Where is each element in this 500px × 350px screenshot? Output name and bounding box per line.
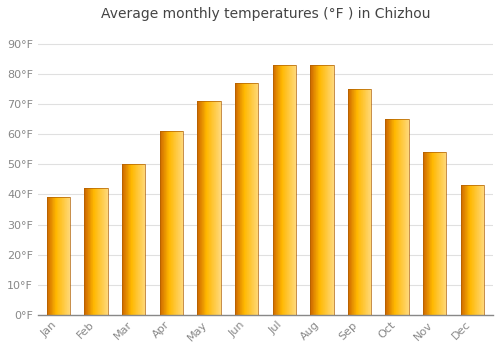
Bar bbox=[423, 152, 446, 315]
Bar bbox=[160, 131, 183, 315]
Bar bbox=[122, 164, 146, 315]
Bar bbox=[47, 197, 70, 315]
Bar bbox=[386, 119, 409, 315]
Title: Average monthly temperatures (°F ) in Chizhou: Average monthly temperatures (°F ) in Ch… bbox=[100, 7, 430, 21]
Bar bbox=[84, 188, 108, 315]
Bar bbox=[198, 101, 220, 315]
Bar bbox=[310, 65, 334, 315]
Bar bbox=[272, 65, 296, 315]
Bar bbox=[235, 83, 258, 315]
Bar bbox=[460, 186, 484, 315]
Bar bbox=[348, 89, 371, 315]
